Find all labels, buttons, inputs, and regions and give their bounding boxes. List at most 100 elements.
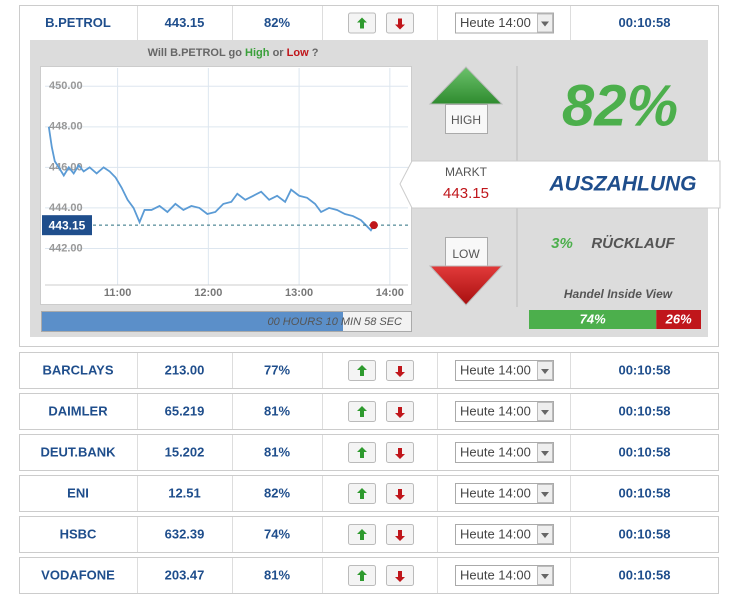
down-icon[interactable] (395, 530, 405, 541)
down-button[interactable] (386, 360, 414, 381)
up-button[interactable] (348, 565, 376, 586)
up-icon[interactable] (357, 17, 367, 29)
price: 65.219 (165, 403, 205, 418)
expiry-select[interactable]: Heute 14:00 (455, 565, 554, 586)
select-box[interactable] (455, 442, 554, 463)
down-icon[interactable] (395, 18, 405, 30)
up-icon[interactable] (357, 488, 367, 499)
asset-name: DAIMLER (48, 403, 108, 418)
down-icon[interactable] (395, 407, 405, 418)
down-icon[interactable] (395, 448, 405, 459)
sentiment-high-label: 74% (580, 311, 606, 326)
up-icon[interactable] (357, 529, 367, 540)
payout-percent: 81% (264, 567, 290, 582)
q-or: or (273, 47, 285, 59)
up-button[interactable] (348, 442, 376, 463)
sentiment-low-label: 26% (665, 311, 692, 326)
expiry-select[interactable]: Heute 14:00 (455, 524, 554, 545)
row[interactable]: VODAFONE 203.47 81% Heute 14:00 00:10:58 (19, 557, 719, 594)
row[interactable]: DEUT.BANK 15.202 81% Heute 14:00 00:10:58 (19, 434, 719, 471)
low-button[interactable]: LOW (428, 237, 504, 306)
current-tag (42, 215, 92, 236)
x-tick-label: 12:00 (194, 287, 222, 299)
expiry-select[interactable]: Heute 14:00 (455, 442, 554, 463)
up-button[interactable] (348, 12, 376, 34)
expiry[interactable]: Heute 14:00 (460, 403, 531, 418)
up-button[interactable] (348, 401, 376, 422)
up-button[interactable] (348, 360, 376, 381)
expiry[interactable]: Heute 14:00 (460, 15, 531, 30)
expiry-select[interactable]: Heute 14:00 (455, 12, 554, 34)
up-icon[interactable] (357, 447, 367, 458)
expiry[interactable]: Heute 14:00 (460, 444, 531, 459)
select-box[interactable] (455, 12, 554, 34)
markt-callout (399, 160, 721, 209)
time-left: 00:10:58 (618, 403, 670, 418)
row[interactable]: HSBC 632.39 74% Heute 14:00 00:10:58 (19, 516, 719, 553)
up-button[interactable] (348, 524, 376, 545)
select-arrow[interactable] (541, 369, 549, 374)
expiry[interactable]: Heute 14:00 (460, 567, 531, 582)
expiry[interactable]: Heute 14:00 (460, 526, 531, 541)
up-icon[interactable] (357, 406, 367, 417)
select-arrow[interactable] (541, 410, 549, 415)
up-icon[interactable] (357, 365, 367, 376)
down-icon[interactable] (395, 489, 405, 500)
up-button[interactable] (348, 483, 376, 504)
low-box[interactable] (445, 237, 488, 267)
down-button[interactable] (386, 483, 414, 504)
low-label[interactable]: LOW (452, 247, 480, 261)
down-button[interactable] (386, 12, 414, 34)
row[interactable]: ENI 12.51 82% Heute 14:00 00:10:58 (19, 475, 719, 512)
x-tick-label: 11:00 (104, 287, 132, 299)
select-box[interactable] (455, 565, 554, 586)
x-tick-label: 13:00 (285, 287, 313, 299)
down-button[interactable] (386, 565, 414, 586)
down-button[interactable] (386, 401, 414, 422)
select-box[interactable] (455, 360, 554, 381)
q-suffix: ? (312, 47, 319, 59)
x-tick-label: 14:00 (376, 287, 404, 299)
price: 203.47 (165, 567, 205, 582)
row[interactable]: B.PETROL 443.15 82% Heute 14:00 00:10:58 (45, 6, 671, 40)
select-arrow[interactable] (541, 574, 549, 579)
refund: 3% (551, 235, 573, 252)
expiry-select[interactable]: Heute 14:00 (455, 360, 554, 381)
payout-percent: 81% (264, 403, 290, 418)
time-left: 00:10:58 (618, 567, 670, 582)
select-arrow[interactable] (541, 21, 549, 27)
asset-name: VODAFONE (41, 567, 115, 582)
select-arrow[interactable] (541, 451, 549, 456)
expiry-select[interactable]: Heute 14:00 (455, 483, 554, 504)
high-box[interactable] (445, 104, 488, 134)
expiry[interactable]: Heute 14:00 (460, 362, 531, 377)
question: Will B.PETROL go High or Low ? (148, 47, 319, 59)
row[interactable]: DAIMLER 65.219 81% Heute 14:00 00:10:58 (19, 393, 719, 430)
select-arrow[interactable] (541, 533, 549, 538)
sentiment-low (656, 310, 701, 329)
down-button[interactable] (386, 524, 414, 545)
down-icon[interactable] (395, 366, 405, 377)
row[interactable]: BARCLAYS 213.00 77% Heute 14:00 00:10:58 (19, 352, 719, 389)
low-arrow[interactable] (428, 265, 504, 306)
up-icon[interactable] (357, 570, 367, 581)
q-prefix: Will B.PETROL go (148, 47, 243, 59)
chart-box (40, 66, 412, 305)
q-low: Low (287, 47, 309, 59)
expiry[interactable]: Heute 14:00 (460, 485, 531, 500)
time-left: 00:10:58 (618, 15, 670, 30)
select-box[interactable] (455, 483, 554, 504)
asset-name: BARCLAYS (42, 362, 113, 377)
expiry-select[interactable]: Heute 14:00 (455, 401, 554, 422)
select-box[interactable] (455, 524, 554, 545)
select-arrow[interactable] (541, 492, 549, 497)
high-button[interactable]: HIGH (428, 66, 504, 134)
price: 12.51 (168, 485, 201, 500)
payout-percent: 82% (264, 15, 290, 30)
down-icon[interactable] (395, 571, 405, 582)
select-box[interactable] (455, 401, 554, 422)
time-left: 00:10:58 (618, 526, 670, 541)
down-button[interactable] (386, 442, 414, 463)
high-label[interactable]: HIGH (451, 113, 481, 127)
